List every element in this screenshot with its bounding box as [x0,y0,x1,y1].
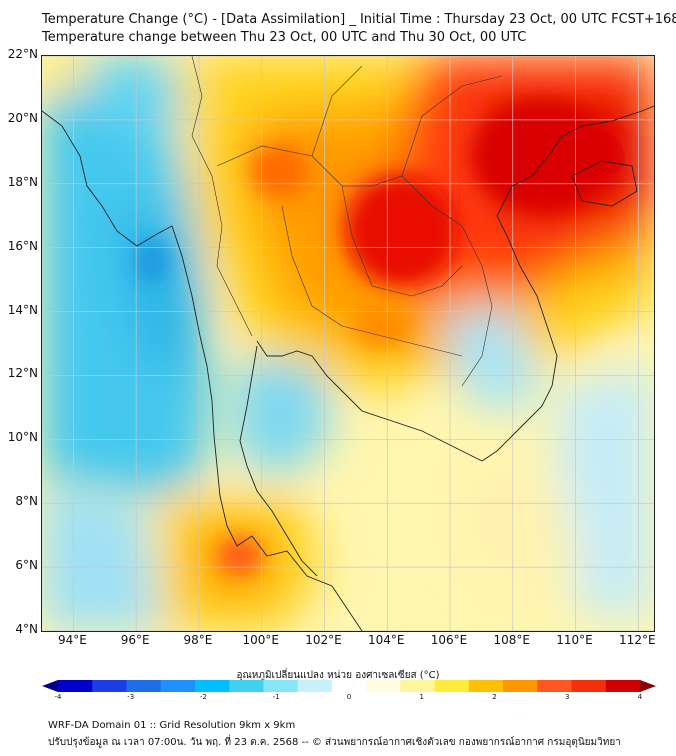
colorbar-segment [366,680,401,692]
colorbar-segment [126,680,162,692]
colorbar-tick-label: 1 [419,693,424,701]
lat-label: 4°N [15,622,38,636]
colorbar-segment [571,680,607,692]
chart-subtitle: Temperature change between Thu 23 Oct, 0… [42,30,527,45]
vietnam-coast [481,105,654,462]
colorbar-segment [194,680,230,692]
hainan [571,160,638,207]
lat-label: 6°N [15,558,38,573]
lon-label: 106°E [430,633,468,647]
myanmar-coast [42,110,363,631]
colorbar-tick-label: 4 [637,693,643,701]
lon-label: 96°E [120,633,150,647]
colorbar-tick-label: -1 [272,693,280,701]
lon-label: 112°E [619,633,656,647]
colorbar-segment [503,680,538,692]
colorbar-tick-label: -3 [127,693,135,701]
gulf-coast [256,340,483,462]
colorbar-segment [434,680,470,692]
lon-label: 98°E [183,633,213,647]
lat-label: 12°N [7,366,38,381]
colorbar-segment [229,680,264,692]
colorbar-segment [297,680,333,692]
colorbar-segment [58,680,93,692]
colorbar-min-arrow [42,680,58,692]
lat-label: 16°N [7,238,38,253]
colorbar-segment [160,680,196,692]
lat-label: 22°N [7,47,38,61]
lat-label: 20°N [7,110,38,125]
colorbar [42,680,656,692]
lon-label: 102°E [305,633,342,647]
footer-model-info: WRF-DA Domain 01 :: Grid Resolution 9km … [48,720,296,731]
colorbar-tick-label: 2 [492,693,497,701]
chart-title: Temperature Change (°C) - [Data Assimila… [42,12,676,27]
borders [191,56,503,387]
lon-label: 104°E [367,633,405,647]
peninsula-east [239,345,318,577]
footer-credit: ปรับปรุงข้อมูล ณ เวลา 07:00น. วัน พฤ. ที… [48,737,621,748]
lat-label: 18°N [7,174,38,189]
colorbar-tick-label: -4 [54,693,62,701]
map-panel [41,55,655,632]
temperature-change-map [42,56,654,631]
colorbar-segment [400,680,436,692]
lon-label: 100°E [242,633,279,647]
colorbar-segment [331,680,367,692]
lat-label: 8°N [15,494,38,509]
colorbar-max-arrow [640,680,656,692]
lat-label: 14°N [7,302,38,317]
colorbar-segment [263,680,299,692]
colorbar-segment [92,680,127,692]
graticule [42,56,654,631]
colorbar-tick-label: 3 [565,693,570,701]
colorbar-title: อุณหภูมิเปลี่ยนแปลง หน่วย องศาเซลเซียส (… [236,670,440,681]
colorbar-segment [468,680,504,692]
lon-label: 110°E [556,633,593,647]
lon-label: 94°E [57,633,87,647]
colorbar-segment [537,680,573,692]
lon-label: 108°E [493,633,531,647]
colorbar-tick-label: 0 [346,693,352,701]
coastlines [42,105,654,631]
colorbar-tick-label: -2 [200,693,207,701]
lat-label: 10°N [7,430,38,445]
colorbar-segment [605,680,641,692]
